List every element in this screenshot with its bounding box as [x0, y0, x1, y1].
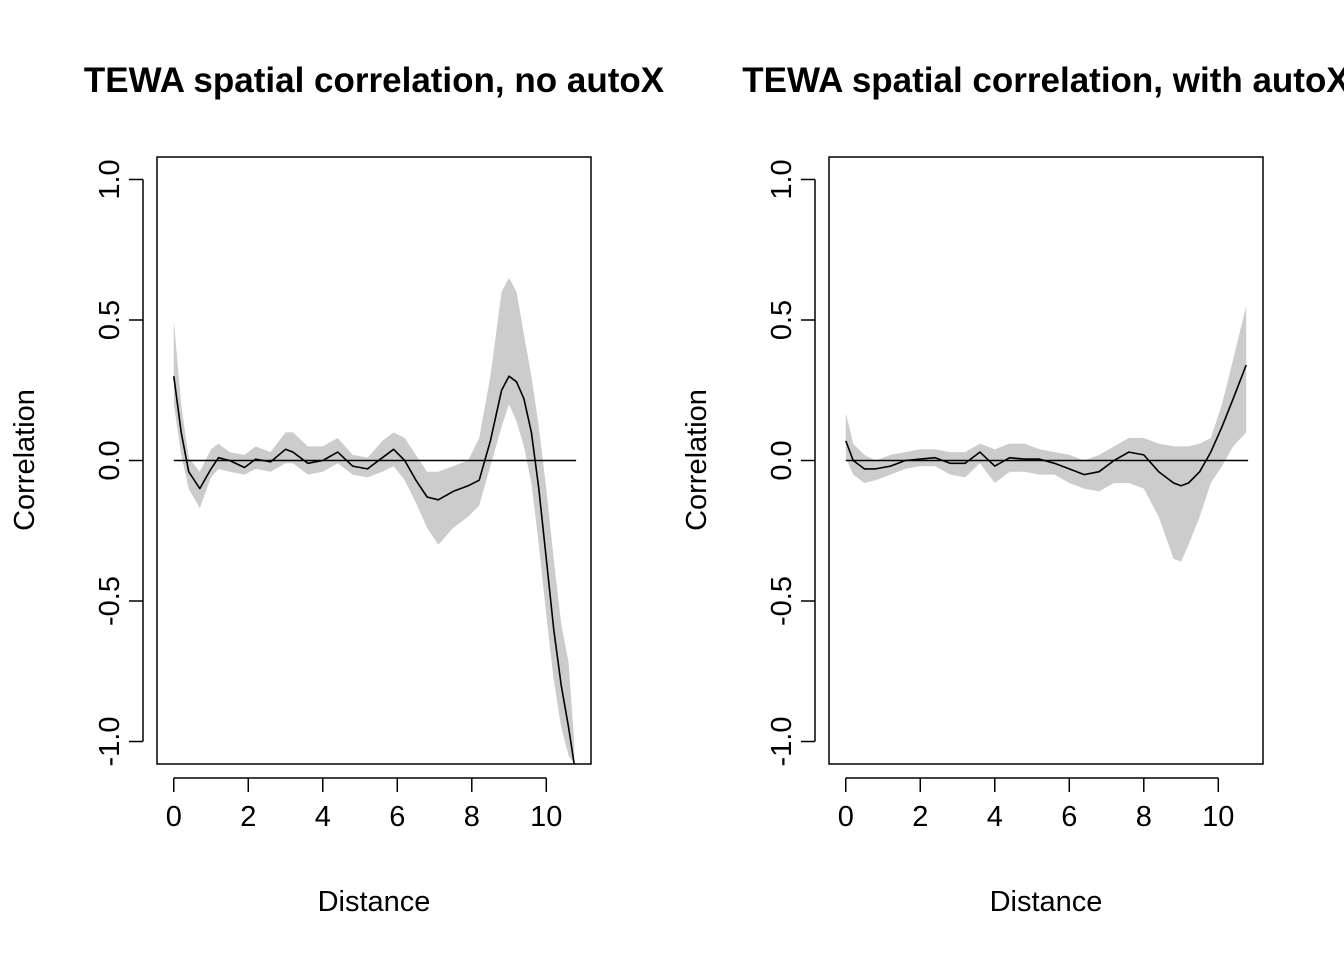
y-axis: -1.0 -0.5 0.0 0.5 1.0	[766, 159, 816, 767]
y-tick-label: 1.0	[766, 159, 798, 199]
correlation-line	[173, 375, 575, 764]
y-tick-label: -1.0	[94, 717, 126, 767]
x-tick-label: 2	[912, 801, 928, 833]
y-tick-label: 1.0	[94, 159, 126, 199]
x-tick-label: 4	[315, 801, 331, 833]
x-tick-label: 10	[530, 801, 562, 833]
x-axis: 0 2 4 6 8 10	[166, 777, 562, 833]
y-tick-label: -0.5	[94, 576, 126, 626]
y-axis: -1.0 -0.5 0.0 0.5 1.0	[94, 159, 144, 767]
x-tick-label: 2	[240, 801, 256, 833]
x-tick-label: 6	[389, 801, 405, 833]
x-tick-label: 4	[987, 801, 1003, 833]
y-tick-label: -0.5	[766, 576, 798, 626]
x-tick-label: 6	[1061, 801, 1077, 833]
plot-frame	[156, 156, 592, 765]
y-tick-label: 0.0	[94, 440, 126, 480]
x-axis-label: Distance	[990, 886, 1103, 918]
y-tick-label: 0.5	[766, 300, 798, 340]
x-tick-label: 0	[838, 801, 854, 833]
plot-frame	[828, 156, 1264, 765]
x-tick-label: 8	[1136, 801, 1152, 833]
panel-with-autox: TEWA spatial correlation, with autoX 0 2 4…	[681, 61, 1344, 918]
confidence-band	[173, 277, 575, 764]
x-axis: 0 2 4 6 8 10	[838, 777, 1234, 833]
x-tick-label: 0	[166, 801, 182, 833]
y-axis-label: Correlation	[681, 389, 713, 531]
panel-no-autox: TEWA spatial correlation, no autoX 0 2 4 6 8…	[9, 61, 665, 918]
y-tick-label: -1.0	[766, 717, 798, 767]
x-axis-label: Distance	[318, 886, 431, 918]
y-tick-label: 0.0	[766, 440, 798, 480]
x-tick-label: 8	[464, 801, 480, 833]
confidence-band	[845, 305, 1247, 562]
chart-title: TEWA spatial correlation, no autoX	[84, 61, 665, 100]
correlation-line	[845, 364, 1247, 487]
y-axis-label: Correlation	[9, 389, 41, 531]
y-tick-label: 0.5	[94, 300, 126, 340]
x-tick-label: 10	[1202, 801, 1234, 833]
chart-title: TEWA spatial correlation, with autoX	[742, 61, 1344, 100]
